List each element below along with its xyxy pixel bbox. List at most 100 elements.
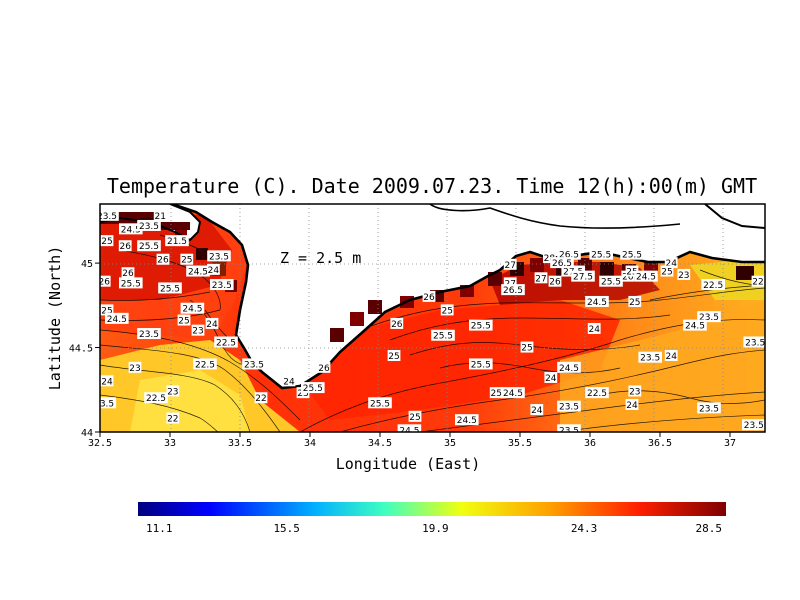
contour-label-text: 26.5 <box>503 286 523 296</box>
contour-label-background <box>585 387 609 399</box>
contour-label-text: 23 <box>629 387 640 397</box>
contour-label: 24.5 <box>105 312 129 325</box>
y-tick-label: 44 <box>81 428 93 439</box>
contour-label-background <box>440 304 454 316</box>
eastern-cool-region <box>560 300 765 432</box>
contour-label-text: 25 <box>388 352 399 362</box>
contour-label: 22.5 <box>214 336 238 348</box>
contour-label-text: 21 <box>154 212 165 222</box>
contour-label-background <box>210 279 234 291</box>
coastline-northeast <box>704 204 765 229</box>
contour-label-text: 23.5 <box>244 360 264 370</box>
contour-label-background <box>660 265 674 277</box>
contour-label-text: 23.5 <box>209 252 229 262</box>
azov-coastline <box>429 204 681 229</box>
contour-label-text: 26 <box>157 256 169 266</box>
contour-label-text: 27 <box>504 261 515 271</box>
y-axis-label: Latitude (North) <box>46 246 64 391</box>
y-tick-label: 45 <box>81 259 93 270</box>
contour-label-background <box>557 424 581 432</box>
contour-label-background <box>214 336 238 348</box>
contour-label-background <box>543 252 556 264</box>
colorbar-labels: 11.1 15.5 19.9 24.3 28.5 <box>146 522 722 535</box>
contour-label-background <box>153 209 167 221</box>
contour-label-text: 25.5 <box>601 278 621 288</box>
contour-label-text: 23.5 <box>559 426 579 436</box>
contour-label: 23.5 <box>638 351 662 364</box>
map-title: Temperature (C). Date 2009.07.23. Time 1… <box>107 174 757 198</box>
x-axis-ticks: 32.5 33 33.5 34 34.5 35 35.5 36 36.5 37 <box>88 432 736 449</box>
contour-label-text: 28 <box>544 254 556 264</box>
contour-label-background <box>119 277 143 289</box>
contour-label-text: 25.5 <box>303 384 323 394</box>
contour-label: 26 <box>121 267 135 279</box>
contour-label-text: 26 <box>98 278 110 288</box>
contour-label-background <box>207 250 231 262</box>
contour-label-background <box>557 400 581 412</box>
contour-label-background <box>548 275 562 287</box>
contour-label-text: 26 <box>122 269 134 279</box>
x-tick-label: 33.5 <box>228 438 252 449</box>
contour-label-text: 24 <box>665 352 677 362</box>
contour-label-text: 23.5 <box>640 354 660 364</box>
contour-label-text: 24 <box>101 377 113 387</box>
contour-label: 25.5 <box>469 358 493 370</box>
contour-label-text: 24.5 <box>457 416 477 426</box>
contour-label: 25.5 <box>301 382 325 394</box>
contour-label-background <box>119 223 143 235</box>
contour-label-background <box>544 371 558 383</box>
contour-label-text: 21.5 <box>167 237 187 247</box>
contour-label: 25 <box>660 265 674 278</box>
contour-label-text: 23.5 <box>744 421 764 431</box>
southwest-coolest-region <box>130 370 250 432</box>
contour-label: 25.5 <box>158 282 182 294</box>
contour-label-text: 24.5 <box>503 389 523 399</box>
contour-label: 26 <box>118 240 132 252</box>
contour-label: 28 <box>543 252 556 264</box>
contour-label-text: 25.5 <box>160 284 180 294</box>
contour-label: 22 <box>751 275 765 288</box>
contour-label: 24 <box>544 371 558 384</box>
x-axis-label: Longitude (East) <box>336 455 481 473</box>
contour-label-text: 22 <box>752 278 763 288</box>
contour-label-background <box>677 268 691 280</box>
contour-label-background <box>620 248 644 260</box>
contour-label: 27 <box>534 272 548 284</box>
contour-label-text: 24 <box>283 377 295 387</box>
contour-label: 23.5 <box>743 336 765 348</box>
contour-label-text: 27.5 <box>573 273 593 283</box>
contour-label-background <box>550 257 574 269</box>
contour-label-background <box>638 351 662 363</box>
contour-label-background <box>166 385 180 397</box>
contour-label-background <box>534 272 548 284</box>
contour-label-background <box>100 397 117 409</box>
contour-label-text: 24.5 <box>182 305 202 315</box>
y-axis-ticks: 44 44.5 45 <box>69 259 100 439</box>
contour-label: 24 <box>282 375 296 387</box>
contour-label-text: 25 <box>101 237 112 247</box>
contour-label-background <box>503 277 517 289</box>
contour-label: 23.5 <box>557 400 581 413</box>
contour-label-background <box>144 392 168 404</box>
contour-label-text: 25.5 <box>121 279 141 289</box>
contour-label-background <box>186 265 210 277</box>
contour-label: 24 <box>100 375 114 387</box>
contour-label-text: 22.5 <box>195 360 215 370</box>
contour-label: 22.5 <box>585 387 609 399</box>
graticule <box>100 204 765 432</box>
contour-label: 24.5 <box>501 387 525 399</box>
contour-label-text: 25 <box>661 268 672 278</box>
contour-label-text: 24.5 <box>107 315 127 325</box>
contour-label-text: 25.5 <box>139 242 159 252</box>
contour-label: 24.5 <box>186 265 210 278</box>
contour-label: 25 <box>100 304 114 316</box>
contour-label-background <box>455 414 479 426</box>
contour-label-background <box>571 270 595 282</box>
contour-label-background <box>530 404 544 416</box>
contour-label-background <box>390 317 404 329</box>
x-tick-label: 36 <box>584 438 596 449</box>
contour-label: 24.5 <box>585 295 609 308</box>
contour-label-background <box>180 253 194 265</box>
contour-label: 23 <box>677 268 691 281</box>
contour-label: 24 <box>664 350 678 362</box>
